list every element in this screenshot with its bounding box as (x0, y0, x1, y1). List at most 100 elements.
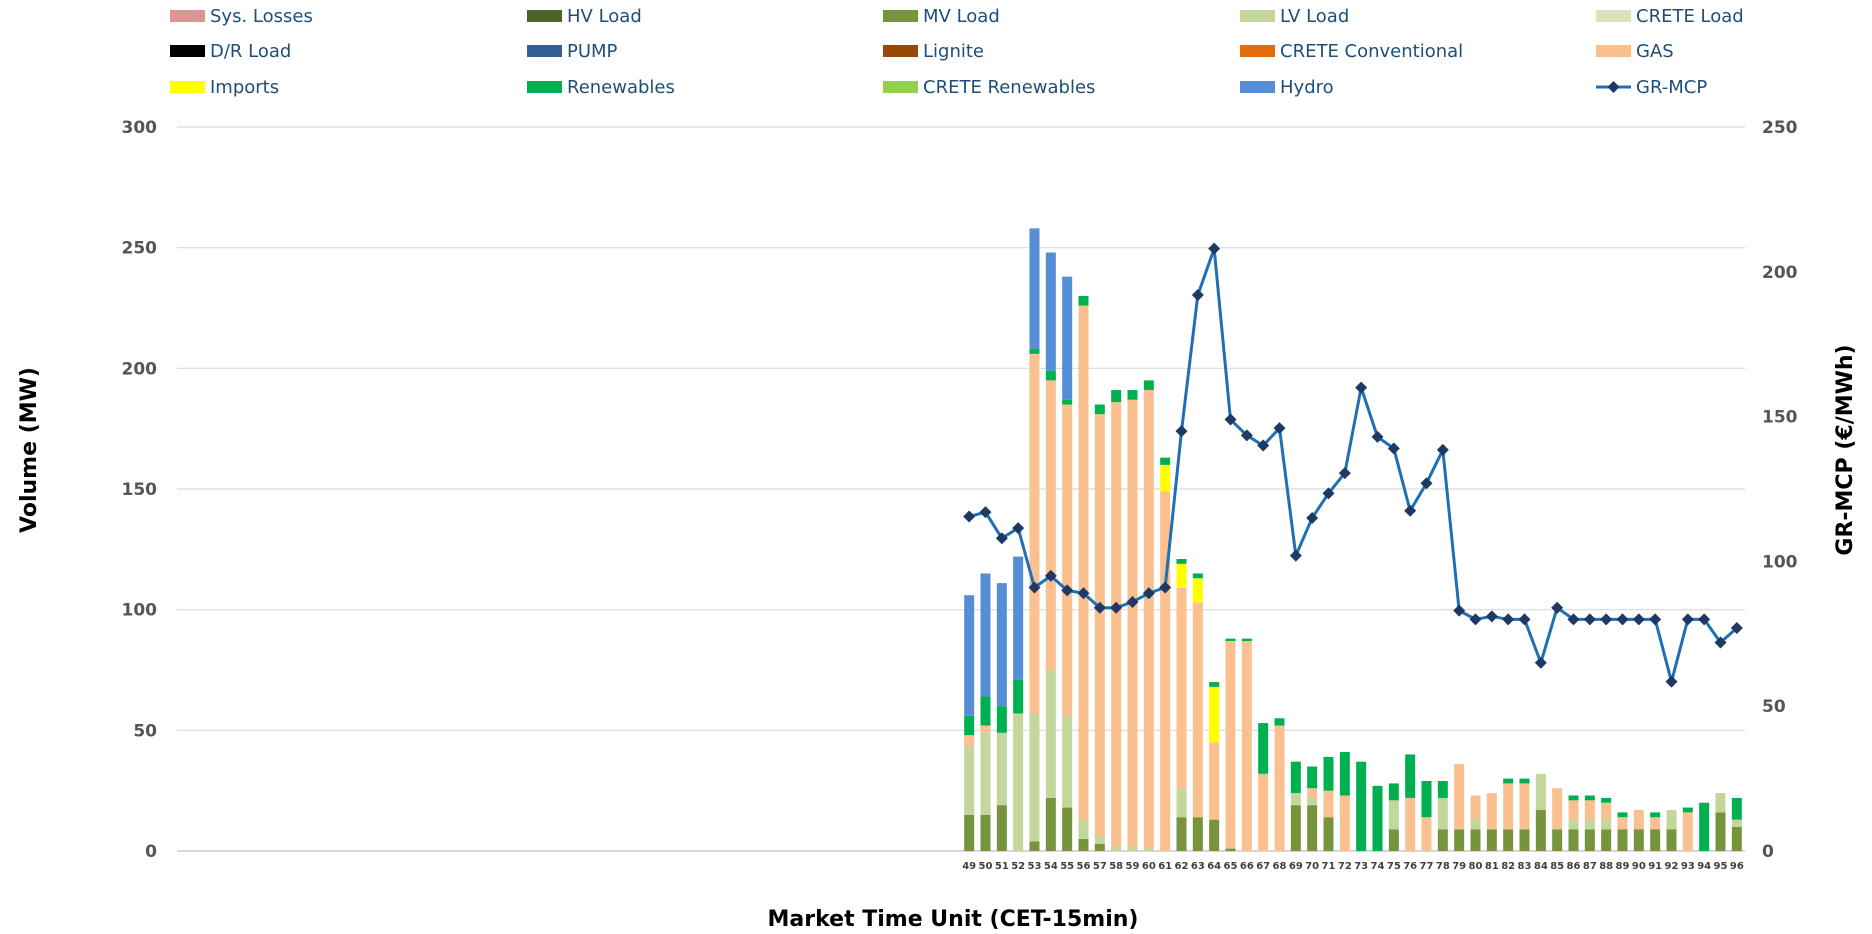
mcp-point-94 (1698, 613, 1711, 626)
y2-tick-label: 150 (1762, 408, 1798, 428)
bar-gas-86 (1568, 800, 1579, 820)
mcp-point-61 (1159, 581, 1172, 594)
x-tick-label: 81 (1485, 861, 1499, 872)
bar-mv-load-89 (1617, 829, 1628, 851)
bar-renewables-60 (1143, 380, 1154, 391)
legend-label: Sys. Losses (210, 6, 313, 27)
bar-renewables-89 (1617, 812, 1628, 818)
bar-renewables-57 (1094, 404, 1105, 415)
bar-lv-load-78 (1437, 797, 1448, 830)
x-tick-label: 91 (1648, 861, 1662, 872)
legend-item-gas: GAS (1596, 41, 1674, 62)
bar-group-54 (1045, 252, 1056, 851)
mcp-point-85 (1551, 601, 1564, 614)
x-tick-label: 75 (1387, 861, 1401, 872)
bar-mv-load-54 (1045, 797, 1056, 851)
x-tick-label: 82 (1501, 861, 1515, 872)
left-axis-ticks: 0 50 100 150 200 250 300 (122, 118, 158, 862)
bar-renewables-74 (1372, 785, 1383, 851)
y2-tick-label: 50 (1762, 697, 1786, 717)
mcp-point-89 (1616, 613, 1629, 626)
legend-label: Hydro (1280, 77, 1334, 98)
mcp-point-54 (1044, 569, 1057, 582)
legend-label: GR-MCP (1636, 77, 1707, 98)
x-tick-label: 55 (1060, 861, 1074, 872)
bar-hydro-53 (1029, 228, 1040, 350)
bar-hydro-52 (1013, 556, 1024, 680)
y2-tick-label: 0 (1762, 842, 1774, 862)
bar-group-71 (1323, 756, 1334, 851)
bar-imports-61 (1160, 464, 1171, 492)
bar-renewables-86 (1568, 795, 1579, 801)
bar-gas-67 (1258, 773, 1269, 851)
bar-imports-62 (1176, 563, 1187, 588)
x-tick-label: 60 (1142, 861, 1156, 872)
mcp-point-60 (1142, 587, 1155, 600)
mcp-point-83 (1518, 613, 1531, 626)
legend-swatch (170, 81, 205, 93)
x-tick-label: 58 (1109, 861, 1123, 872)
bar-mv-load-53 (1029, 841, 1040, 851)
bar-mv-load-71 (1323, 817, 1334, 851)
mcp-point-88 (1600, 613, 1613, 626)
mcp-point-52 (1012, 522, 1025, 535)
bar-gas-70 (1307, 788, 1318, 798)
bar-mv-load-81 (1486, 829, 1497, 851)
legend-item-renewables: Renewables (527, 77, 675, 98)
bar-gas-80 (1470, 795, 1481, 820)
y-tick-label: 50 (133, 721, 157, 741)
legend-item-mv-load: MV Load (883, 6, 1000, 27)
bar-group-53 (1029, 228, 1040, 851)
bar-group-64 (1209, 682, 1220, 851)
bar-lv-load-84 (1535, 773, 1546, 810)
mcp-point-53 (1028, 581, 1041, 594)
bar-mv-load-96 (1731, 826, 1742, 851)
bar-renewables-53 (1029, 349, 1040, 354)
legend-item-crete-load: CRETE Load (1596, 6, 1744, 27)
legend-swatch (170, 45, 205, 57)
bar-mv-load-91 (1650, 829, 1661, 851)
bar-group-49 (964, 595, 975, 851)
bar-gas-62 (1176, 587, 1187, 789)
x-tick-label: 71 (1322, 861, 1336, 872)
mcp-point-65 (1224, 413, 1237, 426)
x-tick-label: 67 (1256, 861, 1270, 872)
bar-gas-87 (1584, 800, 1595, 820)
bar-imports-64 (1209, 686, 1220, 743)
x-tick-label: 90 (1632, 861, 1646, 872)
bar-renewables-66 (1241, 638, 1252, 642)
bar-mv-load-65 (1225, 848, 1236, 851)
bar-gas-90 (1633, 809, 1644, 830)
bar-mv-load-87 (1584, 829, 1595, 851)
x-tick-label: 93 (1681, 861, 1695, 872)
bar-mv-load-79 (1454, 829, 1465, 851)
legend-item-lignite: Lignite (883, 41, 984, 62)
legend-item-crete-conventional: CRETE Conventional (1240, 41, 1463, 62)
x-tick-label: 92 (1665, 861, 1679, 872)
bar-group-52 (1013, 556, 1024, 851)
mcp-point-56 (1077, 587, 1090, 600)
bar-mv-load-88 (1601, 829, 1612, 851)
right-axis-ticks: 0 50 100 150 200 250 (1762, 118, 1798, 862)
gridlines (177, 126, 1745, 852)
bar-gas-55 (1062, 404, 1073, 716)
bar-gas-93 (1682, 812, 1693, 851)
x-tick-label: 85 (1550, 861, 1564, 872)
mcp-point-66 (1240, 429, 1253, 442)
bar-group-94 (1699, 802, 1710, 851)
bar-group-51 (996, 583, 1007, 851)
bar-group-87 (1584, 795, 1595, 851)
bar-lv-load-62 (1176, 788, 1187, 818)
bar-mv-load-75 (1388, 829, 1399, 851)
mcp-point-69 (1289, 549, 1302, 562)
x-tick-label: 89 (1616, 861, 1630, 872)
bar-mv-load-92 (1666, 829, 1677, 851)
bar-lv-load-88 (1601, 819, 1612, 830)
bar-mv-load-95 (1715, 812, 1726, 851)
bar-mv-load-85 (1552, 829, 1563, 851)
mcp-point-95 (1714, 636, 1727, 649)
legend-swatch (527, 45, 562, 57)
legend-item-lv-load: LV Load (1240, 6, 1349, 27)
bar-mv-load-49 (964, 814, 975, 851)
bar-renewables-96 (1731, 797, 1742, 820)
